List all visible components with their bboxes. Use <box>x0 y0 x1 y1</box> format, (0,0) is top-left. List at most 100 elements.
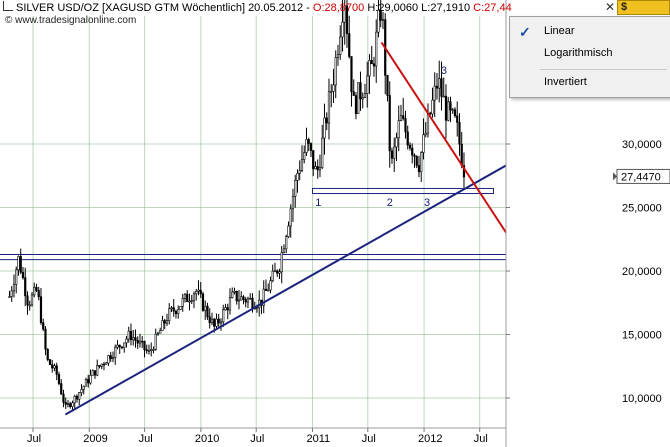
candle-body <box>161 320 164 331</box>
chart-icon <box>3 1 13 11</box>
candle-body <box>12 283 16 292</box>
candle-body <box>96 365 99 376</box>
candle-body <box>91 370 94 376</box>
candle-body <box>298 170 301 174</box>
candle-body <box>235 290 238 302</box>
candle-body <box>208 316 211 324</box>
candle-body <box>57 374 61 384</box>
support-band <box>311 187 494 195</box>
high-value: H:29,0060 <box>367 2 419 14</box>
current-price-pointer-icon <box>613 172 617 181</box>
wave-label: 3 <box>424 197 430 209</box>
candle-body <box>226 307 229 311</box>
time-tick-label: Jul <box>27 433 41 445</box>
time-axis[interactable]: Jul 2009 Jul 2010 Jul 2011 Jul 2012 Jul <box>0 427 506 445</box>
candle-body <box>424 132 427 136</box>
candle-body <box>28 304 31 307</box>
candle-body <box>363 93 367 98</box>
dollar-icon: $ <box>621 1 628 13</box>
candle-body <box>199 289 202 295</box>
candle-body <box>249 297 252 300</box>
time-tick-label: 2011 <box>306 433 330 445</box>
candle-body <box>127 330 130 340</box>
candle-body <box>188 300 191 303</box>
candle-body <box>156 332 160 335</box>
candle-body <box>190 300 193 302</box>
candle-body <box>393 146 396 159</box>
candle-body <box>233 290 236 293</box>
chart-grid <box>0 16 506 428</box>
time-tick-label: 2012 <box>418 433 442 445</box>
candle-body <box>141 340 144 343</box>
candle-body <box>456 115 459 123</box>
candle-body <box>244 299 247 303</box>
copyright-text: © www.tradesignalonline.com <box>5 15 137 26</box>
candle-body <box>228 297 232 311</box>
candle-body <box>15 269 18 285</box>
candle-body <box>19 256 22 273</box>
candle-body <box>422 134 425 153</box>
candle-body <box>192 293 196 301</box>
price-tick-label: 15,0000 <box>622 330 662 342</box>
candle-body <box>330 91 333 93</box>
candle-body <box>406 131 409 146</box>
candle-body <box>55 365 58 375</box>
candle-body <box>449 101 452 111</box>
menu-item-inverted[interactable]: Invertiert <box>544 76 587 88</box>
wave-annotations: 1 2 3 3 <box>315 65 447 209</box>
candle-body <box>440 78 443 97</box>
candle-body <box>53 365 56 369</box>
candle-body <box>399 115 403 121</box>
candle-body <box>82 385 85 390</box>
candle-body <box>159 330 162 334</box>
candle-body <box>174 310 178 315</box>
candle-body <box>444 95 448 121</box>
price-tick-label: 30,0000 <box>622 139 662 151</box>
resistance-trendline <box>380 41 513 243</box>
candle-body <box>334 57 337 86</box>
candle-body <box>206 305 209 318</box>
candle-body <box>269 280 272 291</box>
candle-body <box>411 147 414 156</box>
candle-body <box>240 296 243 301</box>
candle-body <box>42 322 45 330</box>
candle-body <box>71 402 74 407</box>
candle-body <box>370 60 373 65</box>
candle-body <box>264 288 268 291</box>
candle-body <box>395 137 398 148</box>
candle-body <box>458 122 461 145</box>
candle-body <box>105 362 108 365</box>
candle-body <box>210 318 214 324</box>
current-price-label: 27,4470 <box>621 171 661 183</box>
candle-body <box>280 252 283 273</box>
candle-body <box>109 355 112 359</box>
candle-body <box>379 9 382 21</box>
candle-body <box>93 370 97 376</box>
menu-item-linear[interactable]: Linear <box>544 25 575 37</box>
candle-body <box>147 350 151 352</box>
menu-item-logarithmic[interactable]: Logarithmisch <box>544 47 613 59</box>
close-value: C:27,44 <box>473 2 512 14</box>
candle-body <box>271 270 274 281</box>
checkmark-icon: ✓ <box>519 24 531 40</box>
candle-body <box>309 143 313 151</box>
candle-body <box>17 256 20 271</box>
candle-body <box>287 225 290 237</box>
candle-body <box>294 180 297 197</box>
candle-body <box>172 307 175 312</box>
close-icon[interactable]: ✕ <box>604 0 616 14</box>
candle-body <box>433 85 436 101</box>
candle-body <box>314 166 317 170</box>
low-value: L:27,1910 <box>421 2 471 14</box>
candle-body <box>102 363 106 366</box>
candle-body <box>442 95 445 98</box>
candle-body <box>312 150 315 170</box>
open-value: O:28,8700 <box>312 2 365 14</box>
candle-body <box>305 139 308 153</box>
currency-button[interactable]: $ <box>617 0 670 15</box>
candle-body <box>291 196 295 210</box>
candle-body <box>366 75 369 94</box>
candle-body <box>197 289 200 292</box>
candle-body <box>179 305 182 310</box>
